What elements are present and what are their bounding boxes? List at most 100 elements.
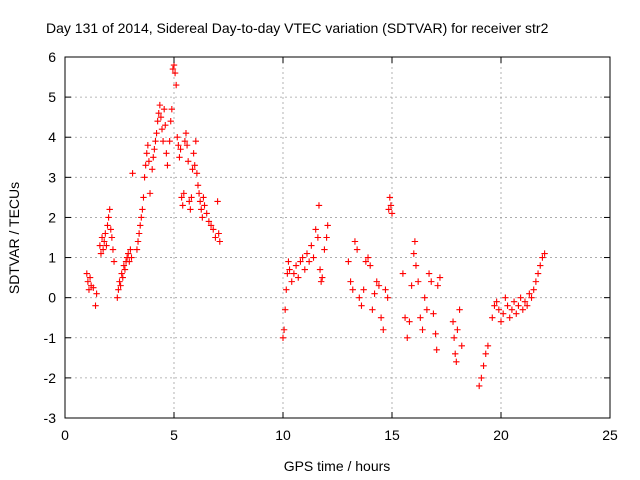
data-point (454, 326, 461, 333)
data-point (314, 234, 322, 241)
data-point (321, 246, 328, 253)
data-point (301, 266, 308, 273)
x-tick-label: 25 (602, 427, 618, 443)
data-point (312, 226, 319, 233)
data-point (458, 342, 465, 349)
data-point (541, 250, 548, 257)
data-point (430, 310, 437, 317)
data-point (510, 298, 518, 305)
data-point (299, 254, 306, 261)
data-point (110, 258, 118, 265)
data-point (150, 154, 157, 161)
data-point (539, 254, 546, 261)
data-point (168, 105, 176, 113)
data-point (384, 294, 391, 301)
x-tick-label: 10 (275, 427, 291, 443)
data-point (117, 282, 124, 289)
data-point (305, 258, 313, 265)
data-point (135, 230, 143, 237)
data-point (178, 194, 185, 201)
data-point (528, 294, 535, 301)
data-point (380, 326, 387, 333)
data-point (412, 262, 420, 269)
data-point (105, 214, 112, 221)
y-tick-label: 2 (48, 209, 56, 225)
data-point (419, 326, 426, 333)
data-point (193, 170, 201, 177)
data-point (98, 234, 106, 241)
data-point (515, 302, 522, 309)
data-point (188, 194, 195, 201)
data-point (399, 270, 407, 277)
data-point (159, 138, 167, 145)
data-point (118, 270, 125, 277)
data-point (385, 206, 392, 213)
data-point (508, 306, 516, 313)
data-point (377, 314, 385, 321)
data-point (84, 278, 92, 285)
data-point (502, 294, 509, 301)
data-point (171, 69, 179, 77)
data-point (319, 274, 326, 281)
data-point (476, 382, 483, 390)
data-point (308, 242, 315, 249)
data-point (362, 258, 370, 265)
data-point (532, 278, 540, 285)
data-point (180, 190, 188, 197)
data-point (428, 278, 435, 285)
data-point (198, 206, 205, 213)
data-point (199, 214, 206, 221)
data-point (290, 270, 298, 277)
data-point (480, 362, 487, 370)
data-point (212, 234, 219, 241)
data-point (489, 314, 496, 321)
data-point (183, 142, 191, 149)
data-point (375, 282, 383, 289)
data-point (369, 306, 376, 313)
data-point (154, 117, 161, 125)
x-tick-label: 5 (170, 427, 178, 443)
data-point (530, 286, 537, 293)
data-point (93, 290, 100, 297)
data-point (146, 190, 154, 197)
data-point (90, 284, 97, 291)
data-point (169, 65, 177, 73)
data-point (279, 334, 287, 341)
data-point (456, 306, 463, 313)
data-point (404, 334, 411, 341)
data-point (152, 138, 159, 145)
data-point (133, 246, 141, 253)
data-point (506, 314, 513, 321)
data-point (167, 117, 174, 125)
data-point (144, 142, 152, 149)
data-point (175, 142, 182, 149)
data-point (414, 278, 422, 285)
y-tick-label: 3 (48, 169, 56, 185)
data-point (96, 242, 104, 249)
data-point (166, 138, 173, 145)
plot-frame (64, 56, 611, 419)
data-point (140, 194, 147, 201)
data-point (116, 278, 123, 285)
data-point (425, 270, 433, 277)
y-tick-label: 5 (48, 89, 56, 105)
data-point (453, 358, 460, 366)
data-point (358, 302, 365, 309)
data-point (196, 198, 204, 205)
data-point (410, 250, 417, 257)
data-point (137, 222, 144, 229)
data-point (145, 158, 153, 165)
data-point (210, 226, 217, 233)
data-point (292, 262, 300, 269)
y-tick-label: 6 (48, 49, 56, 65)
data-point (200, 194, 207, 201)
y-tick-label: -3 (44, 410, 57, 426)
data-point (156, 101, 164, 109)
data-point (153, 130, 160, 137)
axis-ticks (64, 56, 611, 419)
data-point (104, 222, 111, 229)
data-point (493, 298, 500, 305)
data-point (519, 306, 526, 313)
x-tick-label: 15 (384, 427, 400, 443)
